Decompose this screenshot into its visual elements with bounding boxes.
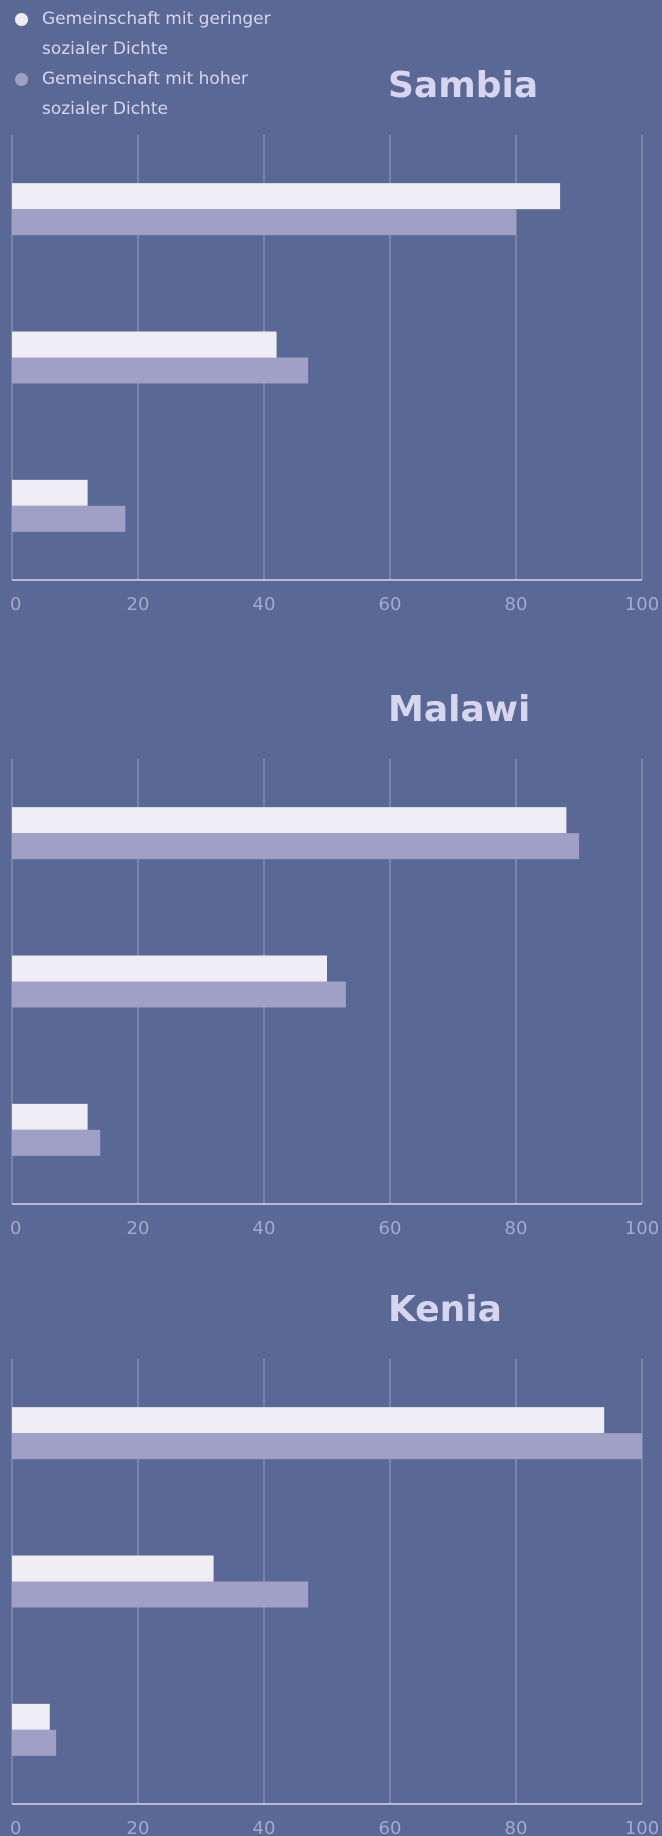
bar: [12, 955, 327, 982]
bar: [12, 1129, 101, 1156]
x-tick-label: 80: [505, 1818, 528, 1836]
bar: [12, 1703, 50, 1730]
bar: [12, 833, 579, 860]
x-tick-label: 80: [505, 1218, 528, 1239]
bar: [12, 1103, 88, 1130]
bar: [12, 505, 126, 532]
legend-label: Gemeinschaft mit geringer sozialer Dicht…: [42, 9, 271, 59]
legend-swatch: [15, 13, 28, 26]
x-tick-label: 40: [253, 1218, 276, 1239]
x-tick-label: 40: [253, 1818, 276, 1836]
bar: [12, 357, 309, 384]
x-tick-label: 0: [10, 594, 21, 615]
legend-swatch: [15, 73, 28, 86]
x-tick-label: 40: [253, 594, 276, 615]
x-tick-label: 60: [379, 594, 402, 615]
bar: [12, 1729, 57, 1756]
legend-entry: Gemeinschaft mit hoher sozialer Dichte: [12, 64, 282, 124]
bar: [12, 1581, 309, 1608]
bar: [12, 209, 516, 236]
bar: [12, 479, 88, 506]
bar: [12, 1407, 605, 1434]
bar: [12, 1555, 214, 1582]
x-tick-label: 100: [625, 1818, 659, 1836]
x-tick-label: 100: [625, 594, 659, 615]
x-tick-label: 20: [127, 1218, 150, 1239]
bar: [12, 1433, 642, 1460]
x-tick-label: 80: [505, 594, 528, 615]
legend-entry: Gemeinschaft mit geringer sozialer Dicht…: [12, 4, 282, 64]
x-tick-label: 100: [625, 1218, 659, 1239]
x-tick-label: 60: [379, 1818, 402, 1836]
bar: [12, 331, 277, 358]
bar: [12, 981, 346, 1008]
bar: [12, 183, 561, 210]
legend: Gemeinschaft mit geringer sozialer Dicht…: [12, 4, 282, 124]
chart-title: Malawi: [388, 689, 530, 730]
x-tick-label: 60: [379, 1218, 402, 1239]
chart-title: Sambia: [388, 65, 538, 106]
x-tick-label: 0: [10, 1818, 21, 1836]
bar: [12, 807, 567, 834]
x-tick-label: 20: [127, 1818, 150, 1836]
x-tick-label: 20: [127, 594, 150, 615]
x-tick-label: 0: [10, 1218, 21, 1239]
chart-title: Kenia: [388, 1289, 502, 1330]
legend-label: Gemeinschaft mit hoher sozialer Dichte: [42, 69, 249, 119]
